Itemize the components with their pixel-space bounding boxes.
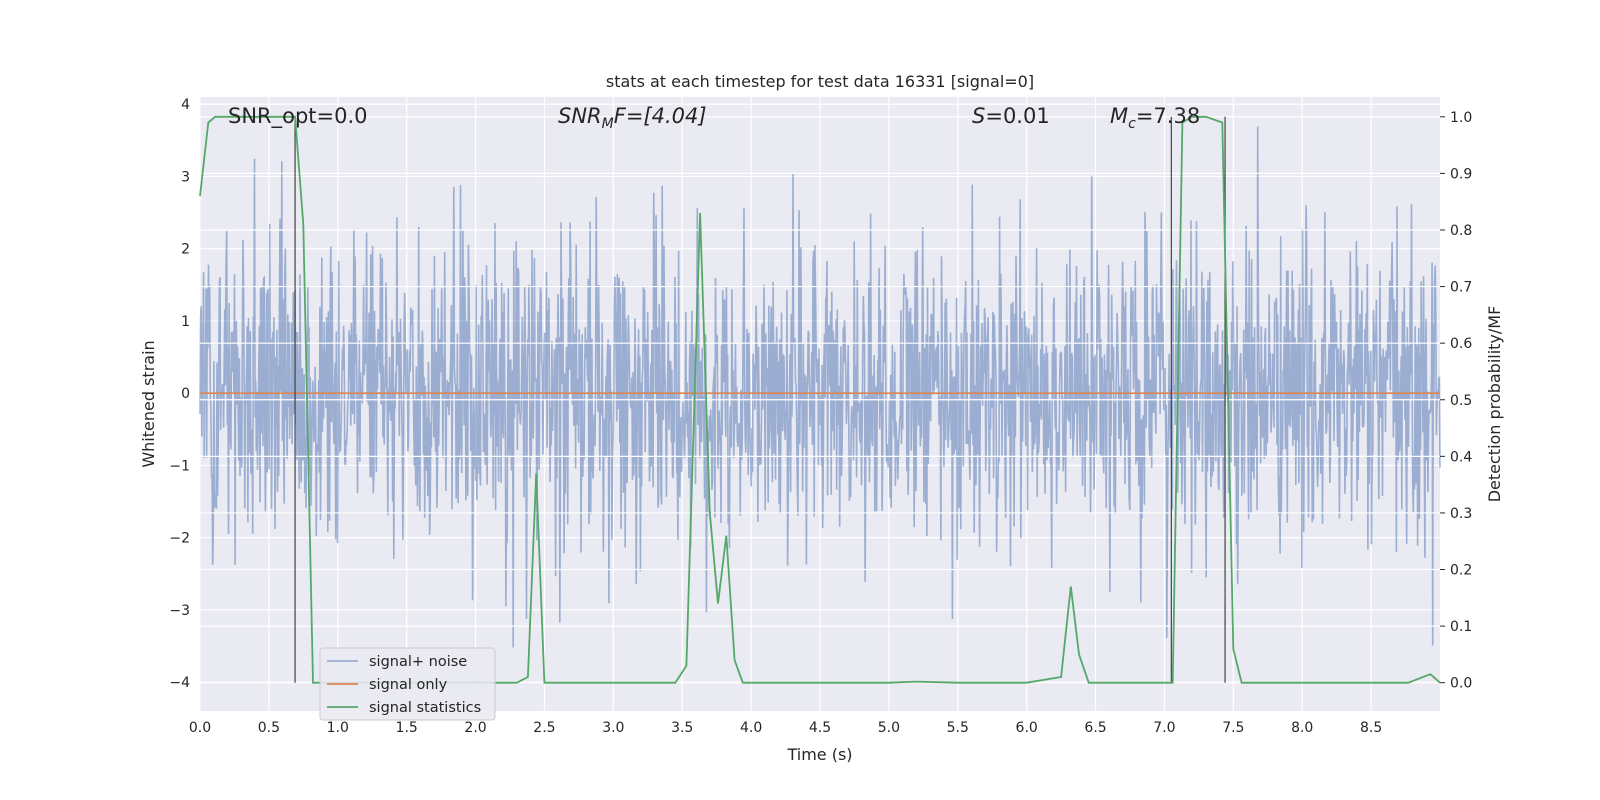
annotation-s-main: S (972, 104, 985, 128)
left-y-tick-label: 0 (181, 386, 190, 402)
right-y-tick-label: 0.2 (1450, 563, 1472, 579)
annotation-mc-sub: c (1128, 116, 1136, 132)
annotation-snr-mf-main: SNR (558, 104, 602, 128)
vertical-markers (294, 116, 1226, 683)
right-y-axis-label: Detection probability/MF (1485, 306, 1504, 503)
annotation-snr-mf: SNRMF=[4.04] (558, 104, 707, 132)
legend: signal+ noise signal only signal statist… (319, 647, 496, 721)
right-y-tick-label: 0.9 (1450, 166, 1472, 182)
right-y-tick-label: 0.7 (1450, 280, 1472, 296)
left-y-tick-label: 3 (181, 169, 190, 185)
annotation-mc-main: M (1110, 104, 1128, 128)
left-y-tick-labels: −4 −3 −2 −1 0 1 2 3 4 (169, 97, 190, 691)
x-tick-label: 6.0 (1016, 720, 1038, 736)
x-tick-label: 8.5 (1360, 720, 1382, 736)
annotation-snr-mf-sub: M (602, 116, 614, 132)
x-tick-label: 2.5 (533, 720, 555, 736)
left-y-tick-label: −4 (169, 675, 190, 691)
signal-plus-noise-line (199, 126, 1441, 648)
right-y-tick-label: 0.0 (1450, 676, 1472, 692)
right-y-tick-label: 0.5 (1450, 393, 1472, 409)
x-tick-labels: 0.0 0.5 1.0 1.5 2.0 2.5 3.0 3.5 4.0 4.5 5.0 5.5 6.0 6… (189, 720, 1382, 736)
annotation-snr-mf-rest: F=[4.04] (614, 104, 707, 128)
legend-label-signal-statistics: signal statistics (369, 700, 481, 716)
x-tick-label: 4.5 (809, 720, 831, 736)
annotation-s-rest: =0.01 (985, 104, 1049, 128)
left-y-axis-label: Whitened strain (139, 340, 158, 467)
x-tick-label: 6.5 (1084, 720, 1106, 736)
series-signal-statistics (199, 115, 1441, 684)
x-tick-label: 7.5 (1222, 720, 1244, 736)
x-tick-label: 0.5 (258, 720, 280, 736)
left-y-tick-label: 1 (181, 314, 190, 330)
x-tick-label: 4.0 (740, 720, 762, 736)
right-y-tick-label: 0.1 (1450, 619, 1472, 635)
x-tick-label: 8.0 (1291, 720, 1313, 736)
annotation-snr-opt: SNR_opt=0.0 (228, 104, 368, 129)
annotation-mc-rest: =7.38 (1136, 104, 1200, 128)
series-signal-plus-noise (199, 126, 1441, 648)
legend-label-signal-only: signal only (369, 677, 448, 693)
right-y-tick-label: 0.8 (1450, 223, 1472, 239)
chart-title: stats at each timestep for test data 163… (606, 72, 1034, 91)
left-y-tick-label: 2 (181, 242, 190, 258)
right-y-tick-label: 0.6 (1450, 336, 1472, 352)
x-tick-label: 0.0 (189, 720, 211, 736)
x-tick-label: 1.5 (396, 720, 418, 736)
left-y-tick-label: −1 (169, 458, 190, 474)
x-tick-label: 5.0 (878, 720, 900, 736)
x-tick-label: 1.0 (327, 720, 349, 736)
legend-label-signal-plus-noise: signal+ noise (369, 654, 467, 670)
left-y-tick-label: −2 (169, 531, 190, 547)
signal-statistics-line (199, 115, 1441, 684)
annotation-mc: Mc=7.38 (1110, 104, 1200, 132)
right-y-tick-label: 1.0 (1450, 110, 1472, 126)
right-y-tick-label: 0.4 (1450, 449, 1472, 465)
left-y-tick-label: −3 (169, 603, 190, 619)
legend-box (319, 647, 496, 721)
left-y-tick-label: 4 (181, 97, 190, 113)
x-tick-label: 5.5 (947, 720, 969, 736)
x-tick-label: 3.0 (602, 720, 624, 736)
x-axis-label: Time (s) (786, 745, 852, 764)
annotation-s: S=0.01 (972, 104, 1050, 128)
right-y-tick-label: 0.3 (1450, 506, 1472, 522)
x-tick-label: 3.5 (671, 720, 693, 736)
right-y-tick-labels: 0.0 0.1 0.2 0.3 0.4 0.5 0.6 0.7 0.8 0.9 1.0 (1450, 110, 1472, 692)
x-tick-label: 7.0 (1153, 720, 1175, 736)
x-tick-label: 2.0 (464, 720, 486, 736)
